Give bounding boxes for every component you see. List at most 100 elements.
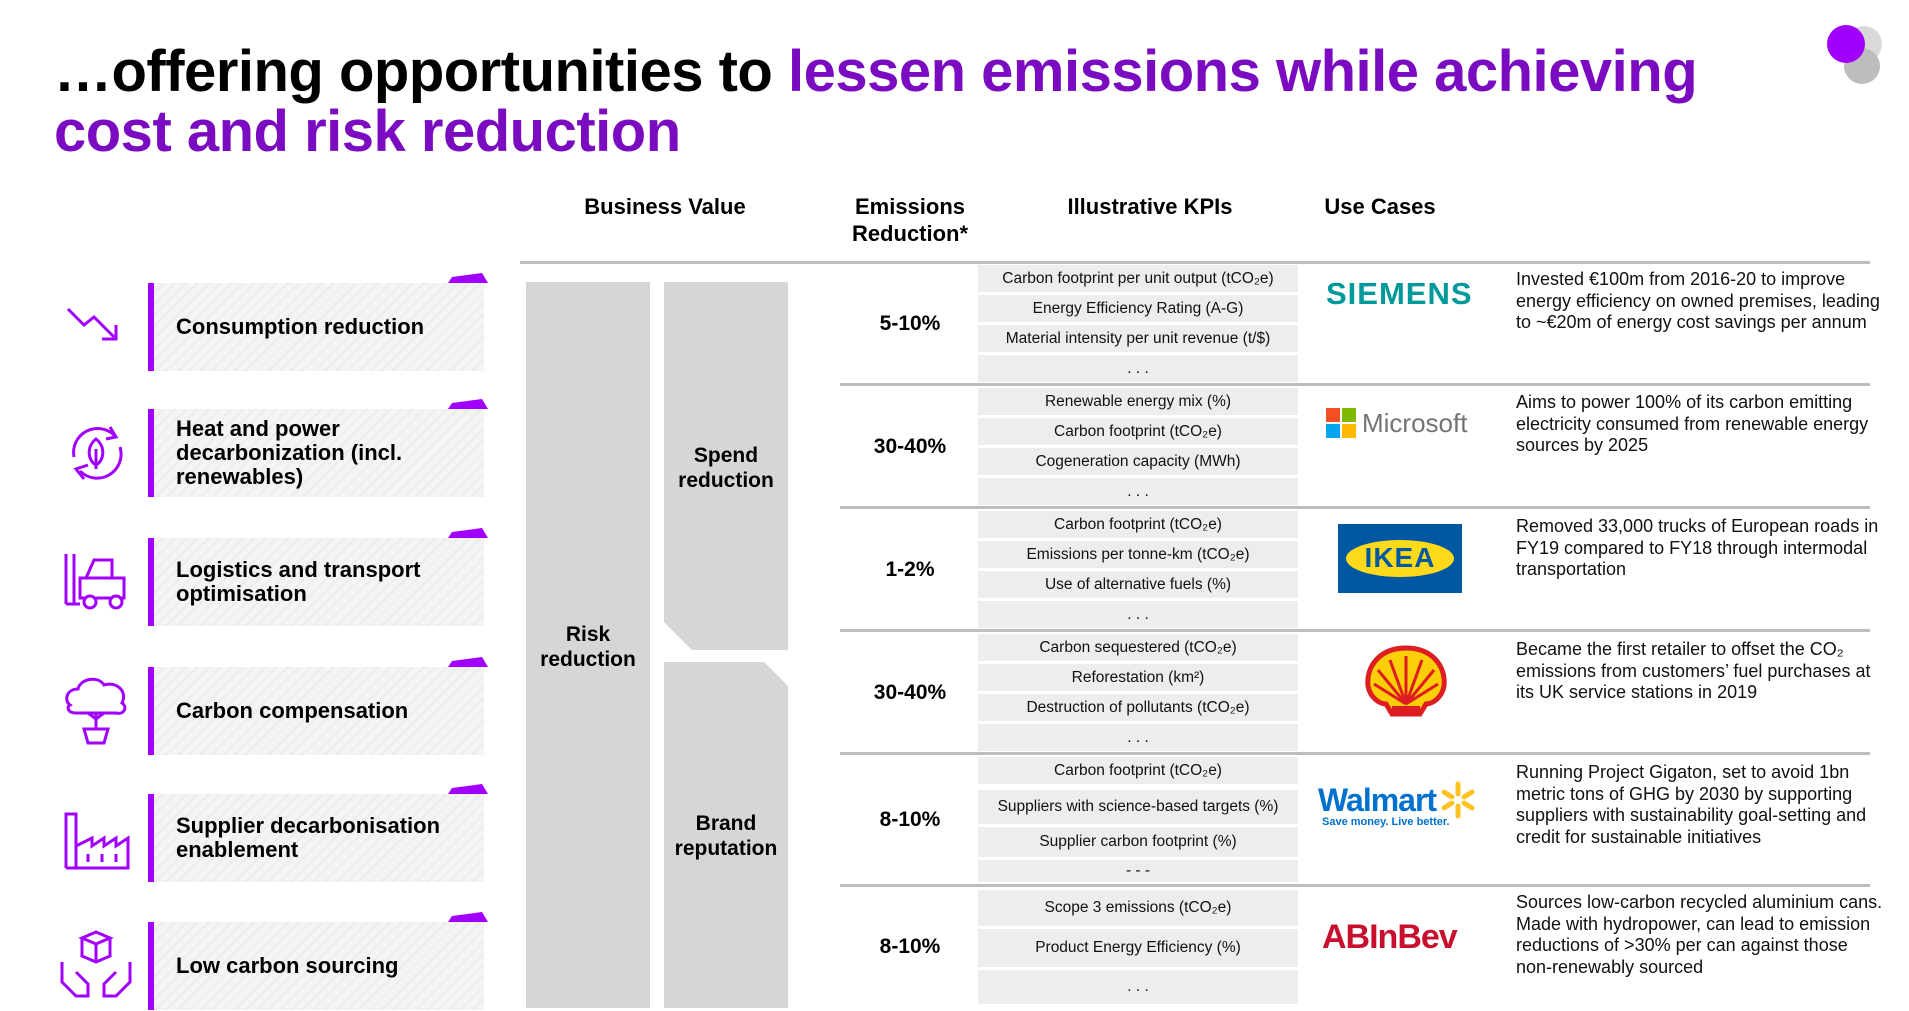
use-case-description: Running Project Gigaton, set to avoid 1b…: [1516, 762, 1867, 847]
lever-flag: [448, 399, 488, 409]
emissions-reduction-value: 8-10%: [879, 935, 941, 958]
kpi-cell: Scope 3 emissions (tCO₂e): [978, 890, 1298, 926]
lever-accent-bar: [148, 794, 154, 882]
header-emissions-line2: Reduction*: [851, 221, 969, 246]
risk-reduction-label: Risk reduction: [526, 622, 650, 672]
lever-accent-bar: [148, 538, 154, 626]
row-divider: [840, 506, 1870, 509]
spend-reduction-label: Spend reduction: [664, 443, 788, 493]
ikea-logo-oval: [1346, 540, 1454, 577]
lever-accent-bar: [148, 922, 154, 1010]
lever-panel: [154, 538, 484, 626]
lever-consumption-reduction: Consumption reduction: [58, 273, 488, 371]
spend-line1: Spend: [693, 444, 759, 467]
lever-flag: [448, 657, 488, 667]
brand-dots-logo: [1827, 25, 1882, 84]
brand-reputation-label: Brand reputation: [664, 811, 788, 861]
forklift-icon: [64, 554, 126, 610]
brand-line2: reputation: [674, 837, 778, 860]
kpi-cell: . . .: [978, 601, 1298, 628]
kpi-cell: Cogeneration capacity (MWh): [978, 448, 1298, 475]
lever-logistics-transport: Logistics and transport optimisation: [58, 528, 488, 626]
microsoft-logo-icon: [1326, 408, 1356, 438]
abinbev-logo-text: ABInBev: [1322, 918, 1458, 956]
row-divider: [840, 629, 1870, 632]
use-case-description: Removed 33,000 trucks of European roads …: [1516, 516, 1879, 579]
header-emissions-line1: Emissions: [854, 194, 966, 219]
kpi-cell: Product Energy Efficiency (%): [978, 929, 1298, 967]
title-highlight-2: cost and risk reduction: [54, 99, 681, 164]
title-highlight-1: lessen emissions while achieving: [787, 39, 1698, 104]
kpi-cell: - - -: [978, 860, 1298, 882]
lever-panel: [154, 922, 484, 1010]
lever-label: Supplier decarbonisation enablement: [176, 813, 441, 862]
kpi-cell: Carbon footprint (tCO₂e): [978, 511, 1298, 538]
kpi-cell: Carbon footprint (tCO₂e): [978, 418, 1298, 445]
header-emissions-reduction: Emissions Reduction*: [820, 193, 1000, 247]
lever-low-carbon-sourcing: Low carbon sourcing: [58, 912, 488, 1010]
ikea-logo: IKEA: [1338, 524, 1462, 593]
emissions-reduction-value: 8-10%: [879, 808, 941, 831]
kpi-cell: Emissions per tonne-km (tCO₂e): [978, 541, 1298, 568]
header-illustrative-kpis: Illustrative KPIs: [1067, 194, 1233, 219]
row-divider: [840, 752, 1870, 755]
walmart-logo-text: Walmart: [1318, 782, 1437, 818]
lever-panel: [154, 283, 484, 371]
page-title: …offering opportunities to lessen emissi…: [54, 42, 1754, 162]
lever-label: Consumption reduction: [176, 314, 425, 339]
lever-panel: [154, 667, 484, 755]
row-divider: [840, 383, 1870, 386]
lever-flag: [448, 528, 488, 538]
kpi-cell: Supplier carbon footprint (%): [978, 827, 1298, 857]
lever-heat-power: Heat and power decarbonization (incl. re…: [58, 399, 488, 497]
row-divider: [840, 884, 1870, 887]
walmart-tagline: Save money. Live better.: [1322, 816, 1450, 828]
lever-accent-bar: [148, 667, 154, 755]
kpi-cell: Carbon footprint (tCO₂e): [978, 757, 1298, 784]
lever-label: Low carbon sourcing: [176, 953, 399, 978]
use-case-description: Aims to power 100% of its carbon emittin…: [1516, 392, 1869, 455]
risk-line2: reduction: [540, 648, 636, 671]
risk-line1: Risk: [565, 623, 611, 646]
use-case-description: Sources low-carbon recycled aluminium ca…: [1516, 892, 1883, 977]
lever-flag: [448, 273, 488, 283]
shell-logo-icon: [1365, 645, 1447, 717]
use-case-description: Became the first retailer to offset the …: [1516, 639, 1871, 702]
risk-reduction-block: [526, 282, 650, 1008]
tree-pot-icon: [65, 677, 127, 745]
lever-accent-bar: [148, 409, 154, 497]
hands-box-icon: [60, 930, 132, 998]
trend-down-icon: [66, 307, 118, 341]
header-use-cases: Use Cases: [1324, 194, 1436, 219]
lever-flag: [448, 784, 488, 794]
brand-reputation-block: [664, 662, 788, 1008]
emissions-reduction-value: 1-2%: [885, 558, 935, 581]
kpi-cell: . . .: [978, 478, 1298, 505]
lever-panel: [154, 409, 484, 497]
kpi-cell: . . .: [978, 724, 1298, 751]
kpi-cell: Carbon sequestered (tCO₂e): [978, 634, 1298, 661]
use-case-description: Invested €100m from 2016-20 to improve e…: [1516, 269, 1880, 332]
kpi-cell: Material intensity per unit revenue (t/$…: [978, 325, 1298, 352]
siemens-logo: SIEMENS: [1326, 276, 1473, 311]
emissions-reduction-value: 30-40%: [873, 681, 947, 704]
lever-carbon-compensation: Carbon compensation: [58, 657, 488, 755]
header-divider: [520, 261, 1870, 264]
kpi-cell: Renewable energy mix (%): [978, 388, 1298, 415]
kpi-cell: Destruction of pollutants (tCO₂e): [978, 694, 1298, 721]
header-business-value: Business Value: [584, 194, 746, 219]
emissions-reduction-value: 5-10%: [879, 312, 941, 335]
kpi-cell: Energy Efficiency Rating (A-G): [978, 295, 1298, 322]
kpi-cell: Reforestation (km²): [978, 664, 1298, 691]
kpi-cell: . . .: [978, 970, 1298, 1004]
emissions-reduction-value: 30-40%: [873, 435, 947, 458]
kpi-cell: Use of alternative fuels (%): [978, 571, 1298, 598]
lever-accent-bar: [148, 283, 154, 371]
kpi-cell: Carbon footprint per unit output (tCO₂e): [978, 265, 1298, 292]
spend-reduction-block: [664, 282, 788, 650]
walmart-spark-icon: [1441, 781, 1475, 819]
spend-line2: reduction: [678, 469, 774, 492]
lever-label: Carbon compensation: [176, 698, 409, 723]
lever-label: Logistics and transport optimisation: [176, 557, 421, 606]
lever-flag: [448, 912, 488, 922]
